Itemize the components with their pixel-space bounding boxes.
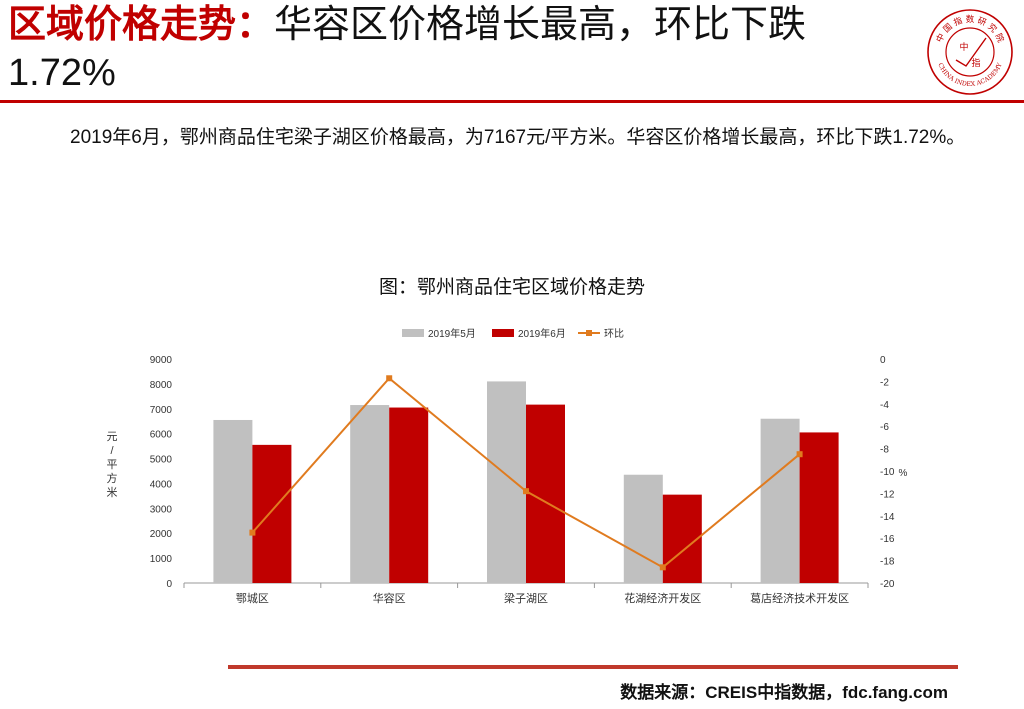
bar-june [662, 494, 702, 583]
y-tick-label: 4000 [150, 479, 173, 490]
summary-paragraph: 2019年6月，鄂州商品住宅梁子湖区价格最高，为7167元/平方米。华容区价格增… [38, 116, 1008, 160]
y2-tick-label: -12 [880, 489, 895, 500]
bar-may [487, 381, 526, 583]
y-tick-label: 6000 [150, 430, 173, 441]
bar-june [799, 432, 839, 583]
y2-tick-label: -4 [880, 400, 889, 411]
header-divider [0, 100, 1024, 103]
logo-char-2: 指 [971, 57, 980, 68]
y-axis-label-char: / [110, 445, 114, 457]
y2-tick-label: -18 [880, 557, 895, 568]
bar-may [350, 405, 390, 583]
mom-change-point [659, 564, 666, 571]
chart-title: 图：鄂州商品住宅区域价格走势 [378, 277, 645, 298]
y-tick-label: 3000 [150, 504, 173, 515]
y-axis-label-char: 平 [107, 459, 118, 471]
y-axis-label-char: 元 [107, 431, 118, 443]
y-tick-label: 2000 [150, 529, 173, 540]
logo-char-1: 中 [959, 41, 968, 52]
mom-change-point [386, 375, 393, 382]
logo-bottom-text: CHINA INDEX ACADEMY [936, 61, 1004, 88]
legend-swatch [492, 329, 514, 337]
legend-label: 环比 [604, 328, 624, 340]
y-tick-label: 7000 [150, 405, 173, 416]
y2-tick-label: -20 [880, 579, 895, 590]
logo-check-mark [955, 37, 987, 67]
y2-tick-label: -6 [880, 422, 889, 433]
y2-axis-label: % [899, 468, 908, 479]
legend-swatch [402, 329, 424, 337]
price-trend-chart: 0 1000 2000 3000 4000 5000 6000 7000 8000 9000 0 -2… [107, 327, 908, 605]
y-tick-label: 8000 [150, 380, 173, 391]
bar-may [213, 419, 253, 583]
y-axis-label-char: 方 [107, 471, 118, 485]
category-label: 华容区 [373, 591, 406, 605]
mom-change-point [249, 529, 256, 536]
y-tick-label: 9000 [150, 355, 173, 366]
page-title-line2: 1.72% [8, 52, 116, 94]
summary-text: 2019年6月，鄂州商品住宅梁子湖区价格最高，为7167元/平方米。华容区价格增… [70, 127, 966, 148]
category-label: 梁子湖区 [504, 591, 548, 605]
title-rest: 华容区价格增长最高，环比下跌 [274, 4, 807, 46]
footer-divider [228, 665, 958, 669]
y2-tick-label: 0 [880, 355, 886, 366]
y-tick-label: 0 [166, 579, 172, 590]
y2-tick-label: -10 [880, 467, 895, 478]
y-tick-label: 5000 [150, 455, 173, 466]
bar-may [760, 418, 800, 583]
y2-tick-label: -2 [880, 377, 889, 388]
bar-june [389, 407, 429, 583]
svg-text:CHINA INDEX ACADEMY: CHINA INDEX ACADEMY [936, 61, 1004, 88]
data-source: 数据来源：CREIS中指数据，fdc.fang.com [620, 683, 948, 702]
china-index-academy-logo: 中 国 指 数 研 究 院 CHINA INDEX ACADEMY 中 指 [927, 9, 1013, 95]
category-label: 葛店经济技术开发区 [750, 591, 849, 605]
y2-tick-label: -16 [880, 534, 895, 545]
bar-may [623, 474, 663, 583]
legend-label: 2019年5月 [428, 327, 476, 340]
y2-tick-label: -8 [880, 445, 889, 456]
category-label: 花湖经济开发区 [624, 591, 701, 605]
bar-june [252, 444, 292, 583]
category-label: 鄂城区 [236, 592, 269, 605]
mom-change-point [523, 488, 529, 495]
y-tick-label: 1000 [150, 554, 173, 565]
y2-tick-label: -14 [880, 512, 895, 523]
title-highlight: 区域价格走势： [8, 4, 275, 46]
legend-label: 2019年6月 [518, 327, 566, 340]
page-title: 区域价格走势：华容区价格增长最高，环比下跌 [8, 2, 806, 48]
y-axis-label-char: 米 [107, 486, 118, 499]
legend-swatch-marker [586, 330, 592, 336]
mom-change-point [796, 451, 803, 458]
